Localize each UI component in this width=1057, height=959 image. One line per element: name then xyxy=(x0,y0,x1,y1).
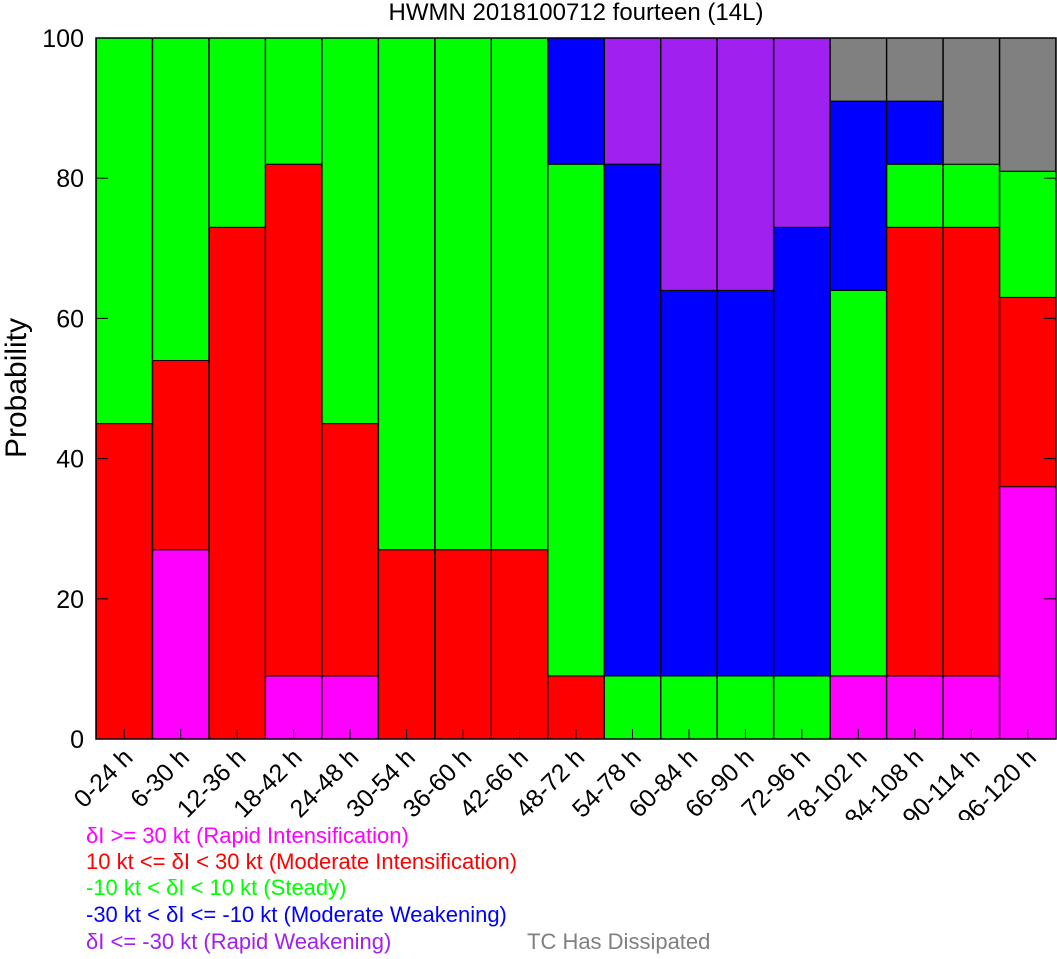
bar-segment-1-0 xyxy=(152,549,210,740)
bar-segment-3-2 xyxy=(265,37,323,165)
bar-segment-2-2 xyxy=(208,37,266,228)
legend-entry-4: δI <= -30 kt (Rapid Weakening) xyxy=(86,929,392,954)
bar-segment-16-2 xyxy=(999,170,1057,298)
chart: HWMN 2018100712 fourteen (14L) Probabili… xyxy=(0,0,1057,820)
y-tick-label-5: 100 xyxy=(42,25,84,53)
bar-segment-15-0 xyxy=(942,675,1000,740)
bars-group xyxy=(95,37,1057,740)
bar-segment-0-1 xyxy=(95,423,153,740)
bar-segment-3-0 xyxy=(265,675,323,740)
bar-segment-4-2 xyxy=(321,37,379,425)
chart-title: HWMN 2018100712 fourteen (14L) xyxy=(389,0,764,26)
bar-segment-16-5 xyxy=(999,37,1057,172)
y-tick-label-1: 20 xyxy=(56,586,84,614)
plot-frame xyxy=(95,37,1057,740)
bar-segment-0-2 xyxy=(95,37,153,425)
bar-segment-13-3 xyxy=(829,100,887,291)
bar-segment-9-4 xyxy=(604,37,661,165)
bar-segment-12-4 xyxy=(773,37,831,228)
bar-segment-5-1 xyxy=(378,549,436,740)
bar-segment-1-2 xyxy=(152,37,210,361)
bar-segment-3-1 xyxy=(265,163,323,677)
bar-segment-5-2 xyxy=(378,37,436,551)
bar-segment-13-5 xyxy=(829,37,887,102)
bar-segment-10-4 xyxy=(660,37,718,291)
bar-segment-13-2 xyxy=(829,289,887,677)
legend-entry-0: δI >= 30 kt (Rapid Intensification) xyxy=(86,823,409,848)
y-ticks-group: 0 20 40 60 80 100 xyxy=(42,25,1056,754)
legend-entry-5: TC Has Dissipated xyxy=(527,929,711,954)
y-tick-label-0: 0 xyxy=(70,726,84,754)
legend-entry-1: 10 kt <= δI < 30 kt (Moderate Intensific… xyxy=(86,849,518,874)
bar-segment-11-4 xyxy=(716,37,774,291)
bar-segment-4-1 xyxy=(321,423,379,677)
bar-segment-15-5 xyxy=(942,37,1000,165)
bar-segment-15-1 xyxy=(942,226,1000,677)
bar-segment-6-1 xyxy=(434,549,492,740)
bar-segment-11-3 xyxy=(716,289,774,677)
bar-segment-13-0 xyxy=(829,675,887,740)
bar-segment-7-2 xyxy=(491,37,548,551)
y-tick-label-3: 60 xyxy=(56,305,84,333)
x-ticks-group: 0-24 h6-30 h12-36 h18-42 h24-48 h30-54 h… xyxy=(69,729,1042,820)
bar-segment-11-2 xyxy=(716,675,774,740)
legend-entry-2: -10 kt < δI < 10 kt (Steady) xyxy=(86,875,347,900)
bar-segment-14-5 xyxy=(886,37,944,102)
bar-segment-12-3 xyxy=(773,226,831,677)
bar-segment-14-3 xyxy=(886,100,944,165)
bar-segment-7-1 xyxy=(491,549,548,740)
bar-segment-1-1 xyxy=(152,360,210,551)
y-tick-label-4: 80 xyxy=(56,165,84,193)
bar-segment-4-0 xyxy=(321,675,379,740)
bar-segment-14-1 xyxy=(886,226,944,677)
bar-segment-9-3 xyxy=(604,163,661,677)
bar-segment-10-3 xyxy=(660,289,718,677)
bar-segment-2-1 xyxy=(208,226,266,740)
bar-segment-15-2 xyxy=(942,163,1000,228)
legend-entry-3: -30 kt < δI <= -10 kt (Moderate Weakenin… xyxy=(86,902,507,927)
bar-segment-16-0 xyxy=(999,486,1057,740)
bar-segment-8-2 xyxy=(547,163,605,677)
y-tick-label-2: 40 xyxy=(56,446,84,474)
y-axis-label: Probability xyxy=(0,318,33,458)
bar-segment-6-2 xyxy=(434,37,492,551)
bar-segment-8-3 xyxy=(547,37,605,165)
bar-segment-14-2 xyxy=(886,163,944,228)
